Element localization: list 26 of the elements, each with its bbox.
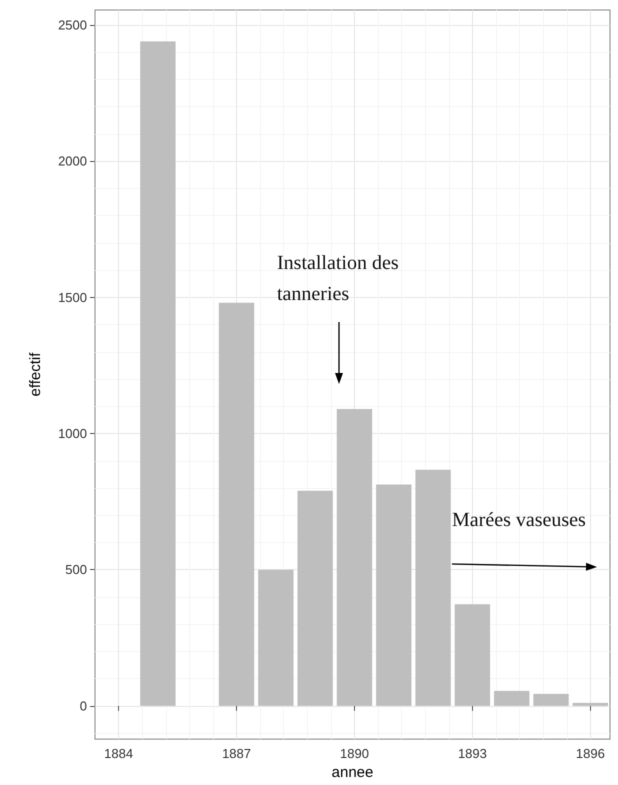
bar — [258, 570, 294, 706]
bar — [376, 484, 412, 706]
y-axis-title: effectif — [27, 352, 44, 397]
y-tick-label: 2500 — [58, 17, 87, 32]
bar — [140, 41, 176, 706]
bar — [533, 694, 569, 706]
bar — [572, 702, 608, 706]
annotation: Marées vaseuses — [452, 508, 587, 533]
bar — [415, 470, 451, 706]
y-tick-label: 1000 — [58, 426, 87, 442]
bar — [454, 604, 490, 706]
y-tick-label: 1500 — [58, 290, 87, 305]
x-tick-label: 1887 — [222, 746, 251, 762]
bar — [218, 302, 254, 706]
x-axis-title: annee — [332, 764, 374, 781]
bar — [297, 490, 333, 706]
y-tick-label: 2000 — [58, 154, 87, 169]
bar — [336, 409, 372, 706]
y-tick-label: 0 — [80, 698, 87, 714]
y-tick-label: 500 — [65, 562, 87, 578]
x-tick-label: 1896 — [576, 746, 605, 762]
x-tick-label: 1884 — [104, 746, 134, 762]
x-tick-label: 1890 — [340, 746, 369, 762]
annotation: Installation des tanneries — [277, 251, 400, 307]
x-tick-label: 1893 — [458, 746, 487, 762]
bar — [494, 690, 530, 706]
